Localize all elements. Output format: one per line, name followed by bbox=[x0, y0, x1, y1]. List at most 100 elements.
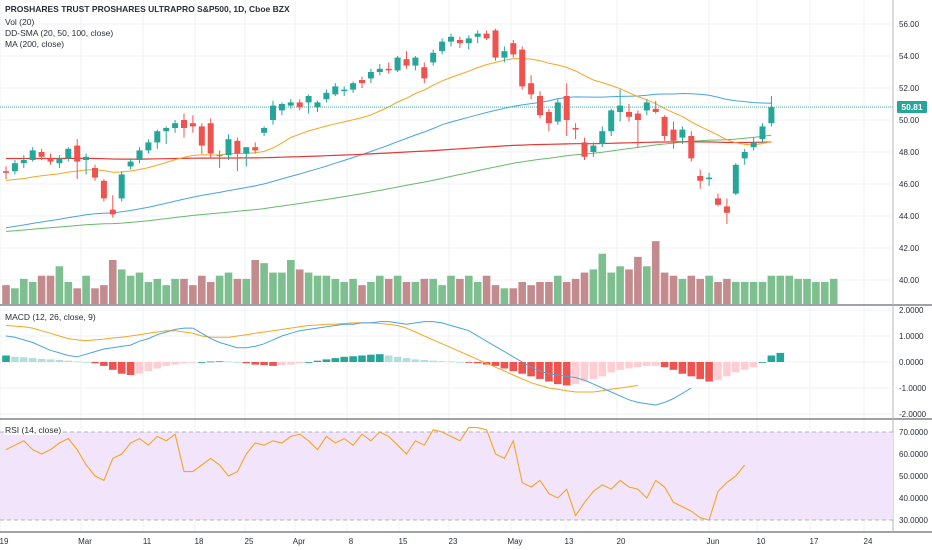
volume-bar bbox=[696, 278, 704, 304]
x-tick-label: Mar bbox=[78, 537, 92, 546]
macd-histogram-bar bbox=[251, 362, 259, 365]
volume-bar bbox=[456, 278, 464, 304]
price-tick-label: 48.00 bbox=[899, 148, 920, 157]
volume-bar bbox=[313, 275, 322, 304]
volume-bar bbox=[376, 275, 384, 304]
candle-body bbox=[732, 164, 739, 194]
candle-body bbox=[501, 51, 508, 58]
macd-histogram-bar bbox=[313, 360, 322, 362]
macd-histogram-bar bbox=[340, 356, 348, 362]
volume-bar bbox=[215, 275, 224, 304]
candle-body bbox=[100, 180, 107, 199]
macd-histogram-bar bbox=[562, 362, 571, 386]
macd-histogram-bar bbox=[714, 362, 722, 381]
volume-bar bbox=[171, 278, 179, 304]
macd-histogram-bar bbox=[589, 362, 598, 379]
volume-bar bbox=[776, 275, 785, 304]
x-tick-label: 8 bbox=[349, 537, 354, 546]
volume-bar bbox=[11, 288, 19, 304]
candle-body bbox=[537, 96, 543, 116]
price-tick-label: 50.00 bbox=[899, 116, 920, 125]
candle-body bbox=[83, 156, 90, 160]
volume-bar bbox=[580, 272, 589, 304]
volume-bar bbox=[812, 282, 820, 304]
macd-histogram-bar bbox=[233, 362, 242, 363]
candle-body bbox=[359, 80, 365, 84]
macd-tick-label: -1.0000 bbox=[899, 384, 927, 393]
volume-bar bbox=[100, 285, 108, 304]
x-tick-label: Jun bbox=[707, 537, 720, 546]
macd-signal-line bbox=[5, 322, 638, 393]
candle-body bbox=[421, 67, 428, 79]
volume-bar bbox=[55, 266, 64, 304]
volume-bar bbox=[669, 275, 678, 304]
macd-histogram-bar bbox=[376, 354, 384, 362]
macd-histogram-bar bbox=[687, 362, 696, 377]
macd-histogram-bar bbox=[580, 362, 589, 382]
macd-histogram-bar bbox=[705, 362, 713, 382]
candle-body bbox=[768, 107, 775, 124]
price-tick-label: 42.00 bbox=[899, 244, 920, 253]
candle-body bbox=[376, 68, 383, 72]
volume-bar bbox=[295, 269, 304, 304]
macd-histogram-bar bbox=[473, 362, 482, 364]
volume-bar bbox=[304, 272, 313, 304]
candle-body bbox=[474, 33, 481, 37]
x-tick-label: 10 bbox=[757, 537, 766, 546]
volume-bar bbox=[251, 260, 259, 304]
candle-body bbox=[163, 128, 170, 132]
macd-histogram-bar bbox=[438, 361, 446, 363]
candle-body bbox=[367, 72, 374, 79]
candle-body bbox=[92, 168, 98, 178]
macd-tick-label: 1.0000 bbox=[899, 332, 924, 341]
macd-histogram-bar bbox=[447, 361, 455, 363]
macd-histogram-bar bbox=[384, 355, 393, 362]
candle-body bbox=[492, 30, 499, 58]
volume-bar bbox=[491, 285, 500, 304]
macd-histogram-bar bbox=[82, 362, 90, 363]
candle-body bbox=[118, 174, 125, 199]
candle-body bbox=[456, 40, 463, 44]
macd-histogram-bar bbox=[749, 362, 758, 368]
candle-body bbox=[136, 150, 143, 160]
candle-body bbox=[510, 43, 517, 55]
symbol-title: PROSHARES TRUST PROSHARES ULTRAPRO S&P50… bbox=[5, 4, 290, 14]
macd-histogram-bar bbox=[500, 362, 509, 369]
macd-histogram-bar bbox=[100, 362, 108, 366]
x-tick-label: Apr bbox=[293, 537, 306, 546]
volume-bar bbox=[260, 263, 268, 304]
volume-bar bbox=[651, 241, 660, 304]
macd-histogram-bar bbox=[678, 362, 687, 374]
candle-body bbox=[189, 123, 196, 127]
candle-body bbox=[554, 102, 561, 122]
candle-body bbox=[643, 102, 650, 111]
volume-bar bbox=[198, 275, 206, 304]
macd-histogram-bar bbox=[527, 362, 535, 377]
macd-histogram-bar bbox=[554, 362, 562, 385]
macd-tick-label: 0.0000 bbox=[899, 358, 924, 367]
macd-histogram-bar bbox=[64, 360, 73, 362]
rsi-line bbox=[5, 427, 746, 521]
candle-body bbox=[332, 86, 339, 95]
candle-body bbox=[181, 120, 187, 128]
sma-50-line bbox=[5, 92, 772, 229]
price-tick-label: 54.00 bbox=[899, 52, 920, 61]
macd-histogram-bar bbox=[758, 362, 767, 363]
candle-body bbox=[430, 52, 437, 63]
macd-histogram-bar bbox=[135, 362, 144, 374]
volume-bar bbox=[465, 275, 473, 304]
candle-body bbox=[314, 102, 321, 108]
macd-tick-label: -2.0000 bbox=[899, 410, 927, 419]
macd-histogram-bar bbox=[117, 362, 126, 374]
x-tick-label: 11 bbox=[143, 537, 152, 546]
macd-histogram-bar bbox=[144, 362, 153, 372]
candle-body bbox=[296, 102, 303, 108]
volume-bar bbox=[607, 272, 615, 304]
volume-bar bbox=[660, 272, 669, 304]
volume-bar bbox=[126, 275, 135, 304]
volume-bar bbox=[20, 278, 28, 304]
volume-bar bbox=[500, 288, 509, 304]
macd-histogram-bar bbox=[189, 362, 197, 363]
